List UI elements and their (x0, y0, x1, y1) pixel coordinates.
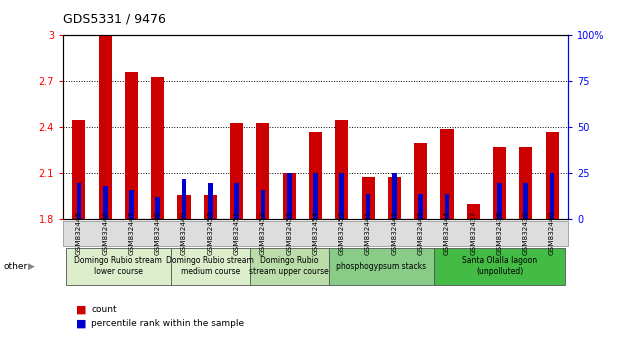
Text: GSM832445: GSM832445 (76, 211, 82, 256)
Text: percentile rank within the sample: percentile rank within the sample (91, 319, 245, 329)
Text: phosphogypsum stacks: phosphogypsum stacks (336, 262, 427, 271)
Bar (234, 183, 239, 219)
Bar (182, 179, 186, 219)
Text: GDS5331 / 9476: GDS5331 / 9476 (63, 12, 166, 25)
Text: GSM832455: GSM832455 (339, 211, 345, 256)
Text: GSM832440: GSM832440 (549, 211, 555, 256)
Text: GSM832449: GSM832449 (181, 211, 187, 256)
Bar (467, 204, 480, 219)
Bar (493, 147, 506, 219)
Bar (103, 186, 107, 219)
Bar (497, 183, 502, 219)
Bar (76, 183, 81, 219)
Bar (445, 194, 449, 219)
Bar (125, 72, 138, 219)
Bar (309, 132, 322, 219)
Text: Domingo Rubio stream
medium course: Domingo Rubio stream medium course (167, 256, 254, 276)
Bar (155, 198, 160, 219)
Bar (73, 120, 85, 219)
Text: ■: ■ (76, 319, 86, 329)
Bar (414, 143, 427, 219)
Bar (550, 173, 555, 219)
Text: GSM832448: GSM832448 (155, 211, 161, 256)
Bar (362, 177, 375, 219)
Bar (204, 195, 217, 219)
Text: Domingo Rubio stream
lower course: Domingo Rubio stream lower course (74, 256, 162, 276)
Bar (335, 120, 348, 219)
Text: GSM832438: GSM832438 (497, 211, 502, 256)
Text: ■: ■ (76, 305, 86, 315)
Text: GSM832453: GSM832453 (286, 211, 292, 256)
Bar (208, 183, 213, 219)
Bar (440, 129, 454, 219)
Bar (392, 173, 397, 219)
Bar (256, 123, 269, 219)
Text: GSM832444: GSM832444 (444, 211, 450, 256)
Text: GSM832439: GSM832439 (523, 211, 529, 256)
Bar (98, 35, 112, 219)
Bar (366, 194, 370, 219)
Bar (129, 190, 134, 219)
Text: Domingo Rubio
stream upper course: Domingo Rubio stream upper course (249, 256, 329, 276)
Bar (230, 123, 243, 219)
Bar (388, 177, 401, 219)
Bar (283, 173, 296, 219)
Bar (313, 173, 318, 219)
Text: GSM832452: GSM832452 (260, 211, 266, 256)
Bar (261, 190, 265, 219)
Bar (339, 173, 344, 219)
Text: GSM832442: GSM832442 (391, 211, 398, 256)
Bar (151, 77, 164, 219)
Bar (524, 183, 528, 219)
Bar (519, 147, 533, 219)
Text: GSM832454: GSM832454 (312, 211, 319, 256)
Text: GSM832446: GSM832446 (102, 211, 108, 256)
Text: GSM832443: GSM832443 (418, 211, 423, 256)
Text: GSM832451: GSM832451 (233, 211, 240, 256)
Text: count: count (91, 305, 117, 314)
Text: GSM832450: GSM832450 (208, 211, 213, 256)
Bar (546, 132, 558, 219)
Text: other: other (3, 262, 27, 271)
Bar (177, 195, 191, 219)
Text: Santa Olalla lagoon
(unpolluted): Santa Olalla lagoon (unpolluted) (462, 256, 537, 276)
Text: GSM832447: GSM832447 (129, 211, 134, 256)
Text: GSM832437: GSM832437 (470, 211, 476, 256)
Bar (418, 194, 423, 219)
Bar (287, 173, 292, 219)
Text: GSM832441: GSM832441 (365, 211, 371, 256)
Text: ▶: ▶ (28, 262, 35, 271)
